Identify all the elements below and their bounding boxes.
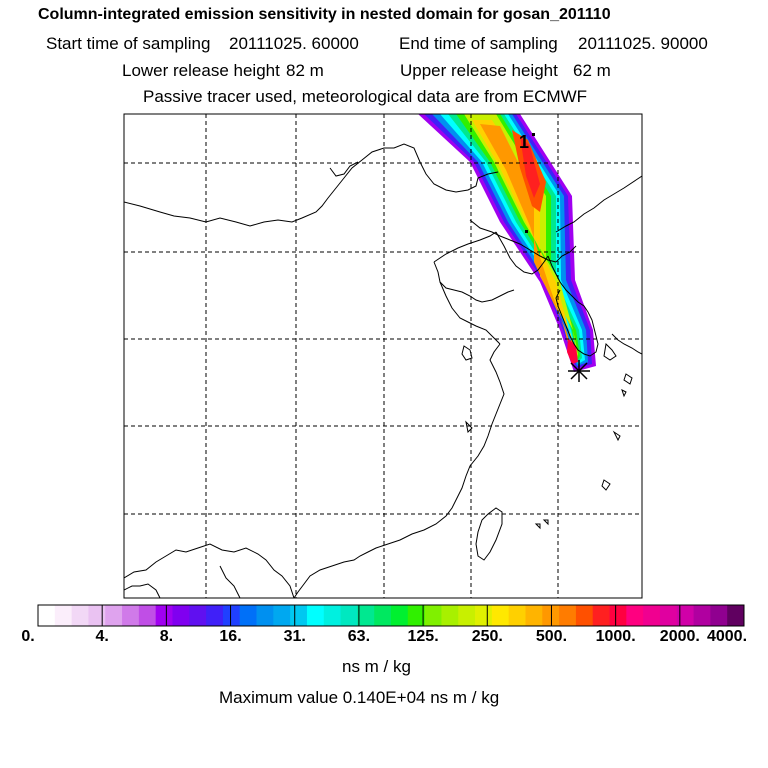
map-frame — [123, 113, 643, 599]
colorbar-tick-label: 1000. — [595, 628, 636, 645]
colorbar-swatch — [559, 605, 577, 626]
colorbar-swatch — [391, 605, 409, 626]
colorbar-swatch — [374, 605, 392, 626]
colorbar-swatch — [626, 605, 644, 626]
colorbar-frame — [37, 604, 745, 627]
upper-release-value: 62 m — [573, 61, 611, 80]
colorbar-swatch — [542, 605, 560, 626]
colorbar-swatch — [575, 605, 594, 626]
colorbar-swatch — [71, 605, 89, 626]
colorbar-tick-label: 4. — [95, 628, 109, 645]
end-time-value: 20111025. 90000 — [578, 34, 708, 53]
maximum-value: Maximum value 0.140E+04 ns m / kg — [219, 688, 500, 707]
colorbar-swatch — [710, 605, 728, 626]
colorbar-swatch — [54, 605, 73, 626]
colorbar-swatch — [727, 605, 745, 626]
colorbar-swatch — [424, 605, 442, 626]
colorbar-tick-label: 16. — [219, 628, 242, 645]
colorbar-swatch — [306, 605, 325, 626]
upper-release-label: Upper release height — [400, 61, 558, 80]
tracer-info: Passive tracer used, meteorological data… — [143, 87, 588, 106]
colorbar-swatch — [592, 605, 610, 626]
colorbar-swatch — [643, 605, 661, 626]
colorbar-swatch — [273, 605, 291, 626]
colorbar-swatch — [525, 605, 543, 626]
lat-lon-grid — [124, 114, 642, 598]
colorbar — [37, 604, 745, 627]
lower-release-label: Lower release height — [122, 61, 280, 80]
start-time-value: 20111025. 60000 — [229, 34, 359, 53]
colorbar-swatch — [122, 605, 140, 626]
colorbar-swatch — [491, 605, 510, 626]
map-content — [124, 114, 642, 598]
colorbar-swatch — [508, 605, 526, 626]
colorbar-swatch — [407, 605, 426, 626]
colorbar-swatch — [172, 605, 190, 626]
colorbar-tick-label: 8. — [159, 628, 174, 645]
plume-marker-label: 1 — [519, 132, 529, 152]
start-time-label: Start time of sampling — [46, 34, 211, 53]
lower-release-value: 82 m — [286, 61, 324, 80]
colorbar-swatch — [609, 605, 627, 626]
colorbar-swatch — [340, 605, 358, 626]
colorbar-unit: ns m / kg — [342, 657, 411, 676]
colorbar-swatch — [458, 605, 476, 626]
colorbar-swatch — [676, 605, 694, 626]
colorbar-swatch — [38, 605, 56, 626]
colorbar-swatch — [239, 605, 257, 626]
colorbar-tick-label: 4000. — [706, 628, 748, 645]
receptor-star-icon — [568, 360, 590, 382]
colorbar-tick-label: 125. — [407, 628, 439, 645]
colorbar-swatch — [693, 605, 711, 626]
page-title: Column-integrated emission sensitivity i… — [38, 6, 611, 23]
colorbar-swatch — [189, 605, 207, 626]
colorbar-tick-label: 63. — [347, 628, 371, 645]
colorbar-swatch — [222, 605, 241, 626]
colorbar-tick-label: 2000. — [659, 628, 700, 645]
colorbar-swatch — [475, 605, 493, 626]
colorbar-swatch — [88, 605, 106, 626]
end-time-label: End time of sampling — [399, 34, 558, 53]
colorbar-tick-label: 500. — [535, 628, 568, 645]
coastlines — [124, 143, 642, 598]
colorbar-swatch — [357, 605, 375, 626]
colorbar-tick-label: 250. — [471, 628, 503, 645]
colorbar-swatch — [105, 605, 123, 626]
colorbar-swatch — [441, 605, 459, 626]
colorbar-swatch — [155, 605, 173, 626]
colorbar-swatch — [256, 605, 274, 626]
colorbar-tick-label: 0. — [21, 628, 35, 645]
position-dot — [532, 133, 535, 136]
position-dot — [525, 230, 528, 233]
colorbar-swatch — [206, 605, 224, 626]
colorbar-swatch — [138, 605, 157, 626]
sensitivity-plume — [418, 114, 596, 372]
colorbar-swatch — [659, 605, 678, 626]
colorbar-swatch — [290, 605, 308, 626]
colorbar-tick-label: 31. — [283, 628, 306, 645]
colorbar-swatch — [323, 605, 341, 626]
